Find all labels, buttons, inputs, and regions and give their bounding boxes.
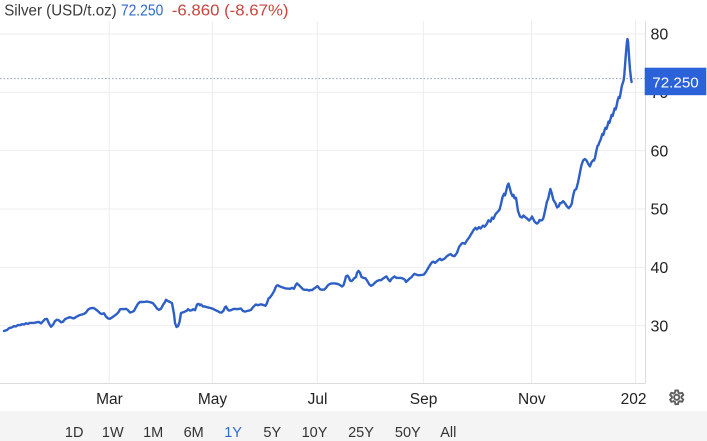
svg-text:Silver (USD/t.oz): Silver (USD/t.oz) xyxy=(4,2,117,19)
svg-text:Nov: Nov xyxy=(518,391,546,408)
svg-text:1Y: 1Y xyxy=(224,425,242,441)
svg-text:1D: 1D xyxy=(65,425,84,441)
svg-text:72.250: 72.250 xyxy=(652,75,699,92)
svg-text:1M: 1M xyxy=(143,425,163,441)
svg-text:6M: 6M xyxy=(184,425,204,441)
svg-text:25Y: 25Y xyxy=(348,425,374,441)
svg-text:Mar: Mar xyxy=(96,391,123,408)
svg-text:202: 202 xyxy=(621,391,647,408)
svg-text:40: 40 xyxy=(651,260,669,277)
svg-text:Jul: Jul xyxy=(308,391,328,408)
svg-text:60: 60 xyxy=(651,143,669,160)
svg-text:-6.860 (-8.67%): -6.860 (-8.67%) xyxy=(172,2,289,19)
svg-text:All: All xyxy=(440,425,456,441)
svg-text:50Y: 50Y xyxy=(395,425,421,441)
svg-text:50: 50 xyxy=(651,202,669,219)
svg-text:10Y: 10Y xyxy=(302,425,328,441)
svg-text:May: May xyxy=(198,391,228,408)
svg-text:5Y: 5Y xyxy=(263,425,281,441)
svg-text:1W: 1W xyxy=(102,425,124,441)
svg-text:80: 80 xyxy=(651,27,669,44)
svg-text:72.250: 72.250 xyxy=(121,2,164,19)
svg-text:Sep: Sep xyxy=(410,391,438,408)
svg-text:30: 30 xyxy=(651,318,669,335)
